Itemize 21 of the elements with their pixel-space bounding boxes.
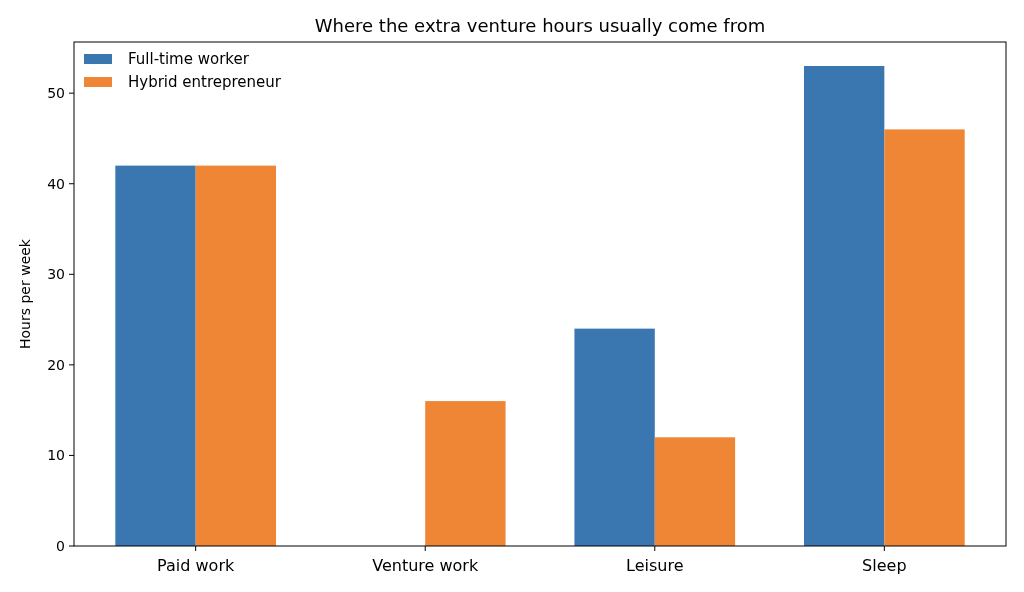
- bar: [425, 401, 506, 546]
- y-tick-label: 30: [47, 266, 65, 283]
- legend-label: Full-time worker: [128, 50, 250, 68]
- legend-label: Hybrid entrepreneur: [128, 73, 282, 91]
- chart-title: Where the extra venture hours usually come from: [314, 15, 766, 36]
- bar: [195, 165, 277, 546]
- y-tick-label: 50: [47, 85, 65, 102]
- y-tick-label: 0: [56, 538, 65, 554]
- x-tick-label: Leisure: [626, 556, 684, 575]
- bar: [574, 328, 655, 546]
- x-tick-label: Paid work: [157, 556, 235, 575]
- bar: [803, 66, 885, 546]
- x-tick-label: Sleep: [862, 556, 907, 575]
- y-axis-title: Hours per week: [17, 238, 33, 349]
- y-tick-label: 20: [47, 356, 65, 373]
- y-tick-label: 10: [47, 447, 65, 464]
- x-tick-label: Venture work: [372, 556, 479, 575]
- bar: [654, 437, 736, 546]
- bar: [115, 165, 196, 546]
- y-tick-label: 40: [47, 175, 65, 192]
- bar: [884, 129, 965, 546]
